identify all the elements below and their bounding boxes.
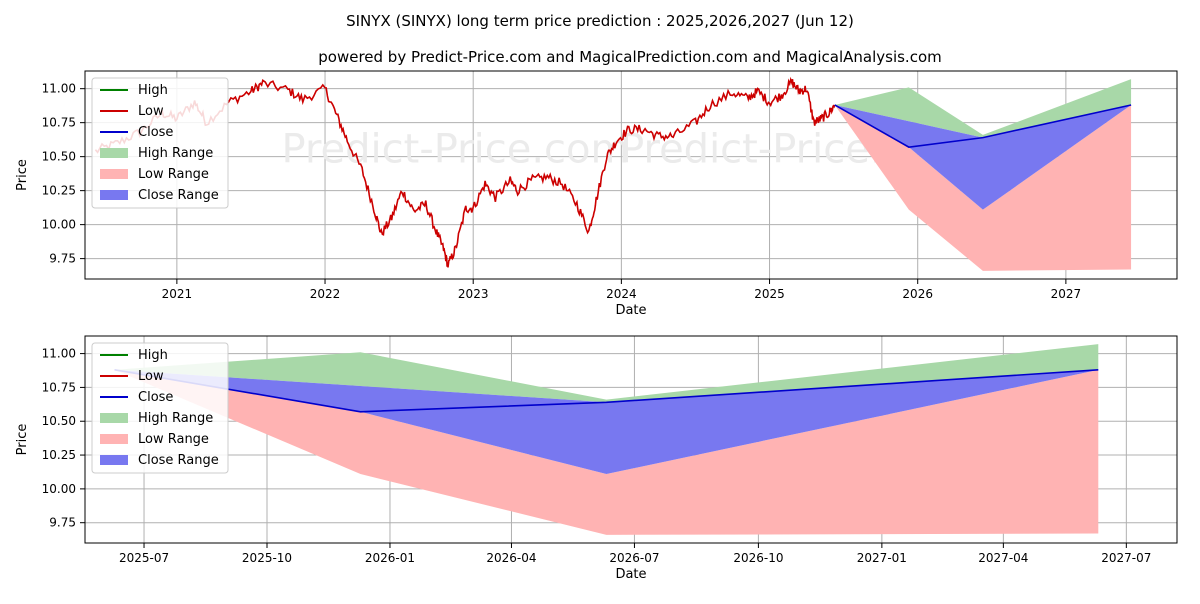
legend-label-close: Close — [138, 390, 173, 405]
legend-label-close-range: Close Range — [138, 453, 219, 468]
y-tick-label: 10.25 — [42, 448, 76, 462]
bottom-panel: Predict-Price.comPredict-Price.com2025-0… — [15, 335, 1178, 582]
legend-label-high-range: High Range — [138, 146, 213, 161]
x-tick-label: 2027-07 — [1101, 551, 1151, 565]
y-tick-label: 9.75 — [49, 516, 76, 530]
legend-swatch-close-range — [100, 190, 128, 200]
close-forecast-line — [114, 369, 1099, 413]
high-range-area — [834, 79, 1132, 138]
x-tick-label: 2025-07 — [119, 551, 169, 565]
x-tick-label: 2021 — [162, 287, 193, 301]
legend-label-low-range: Low Range — [138, 432, 209, 447]
watermark-text: Predict-Price.com — [282, 127, 630, 173]
legend-swatch-low-range — [100, 434, 128, 444]
legend-label-close: Close — [138, 125, 173, 140]
x-tick-label: 2026-04 — [486, 551, 536, 565]
y-axis-label: Price — [15, 424, 30, 456]
x-tick-label: 2025 — [754, 287, 785, 301]
legend-swatch-high-range — [100, 148, 128, 158]
y-tick-label: 10.00 — [42, 482, 76, 496]
history-low-line — [94, 76, 836, 268]
legend-label-high: High — [138, 83, 168, 98]
y-tick-label: 10.00 — [42, 218, 76, 232]
x-tick-label: 2027-04 — [978, 551, 1028, 565]
x-tick-label: 2022 — [310, 287, 341, 301]
low-range-area — [834, 104, 1132, 271]
x-tick-label: 2026-01 — [365, 551, 415, 565]
y-tick-label: 10.50 — [42, 414, 76, 428]
legend-label-high: High — [138, 348, 168, 363]
high-range-area — [114, 344, 1099, 403]
legend-swatch-low-range — [100, 169, 128, 179]
low-range-area — [114, 369, 1099, 535]
axes-frame — [84, 335, 1178, 544]
y-tick-label: 11.00 — [42, 82, 76, 96]
x-tick-label: 2025-10 — [242, 551, 292, 565]
x-axis-label: Date — [615, 567, 646, 582]
x-tick-label: 2026-10 — [733, 551, 783, 565]
y-tick-label: 9.75 — [49, 252, 76, 266]
legend-label-low: Low — [138, 104, 164, 119]
close-range-area — [834, 104, 1132, 210]
y-tick-label: 11.00 — [42, 347, 76, 361]
x-tick-label: 2027-01 — [857, 551, 907, 565]
legend-label-close-range: Close Range — [138, 188, 219, 203]
chart-title: SINYX (SINYX) long term price prediction… — [346, 12, 854, 30]
y-tick-label: 10.75 — [42, 380, 76, 394]
x-axis-label: Date — [615, 303, 646, 318]
x-tick-label: 2027 — [1051, 287, 1082, 301]
legend-swatch-close-range — [100, 455, 128, 465]
x-tick-label: 2024 — [606, 287, 637, 301]
legend-label-low: Low — [138, 369, 164, 384]
x-tick-label: 2026 — [902, 287, 933, 301]
x-tick-label: 2026-07 — [609, 551, 659, 565]
y-tick-label: 10.25 — [42, 184, 76, 198]
x-tick-label: 2023 — [458, 287, 489, 301]
y-tick-label: 10.50 — [42, 150, 76, 164]
legend-label-low-range: Low Range — [138, 167, 209, 182]
close-forecast-line — [834, 104, 1132, 148]
legend-swatch-high-range — [100, 413, 128, 423]
chart-subtitle: powered by Predict-Price.com and Magical… — [318, 48, 942, 66]
axes-frame — [84, 70, 1178, 280]
close-range-area — [114, 369, 1099, 474]
y-tick-label: 10.75 — [42, 116, 76, 130]
y-axis-label: Price — [15, 159, 30, 191]
legend-label-high-range: High Range — [138, 411, 213, 426]
